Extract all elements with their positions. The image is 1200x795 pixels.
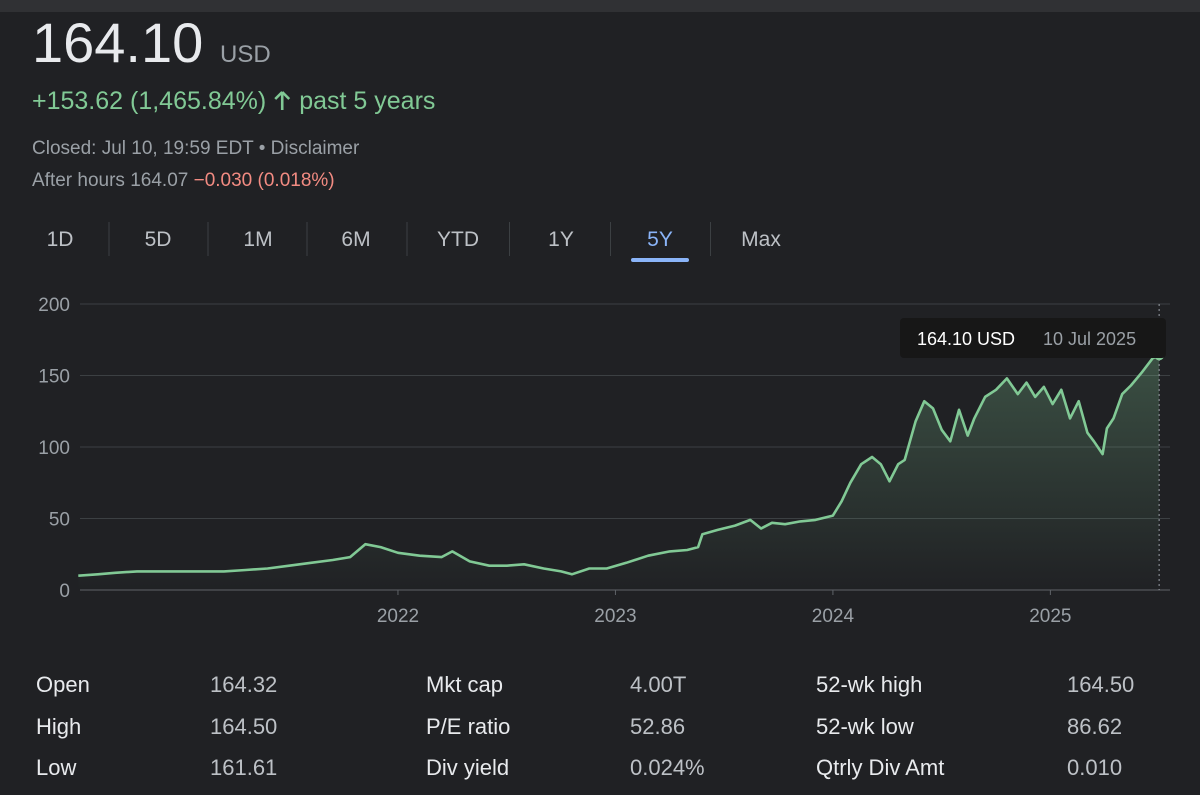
- stat-label: P/E ratio: [426, 714, 510, 739]
- currency: USD: [220, 41, 271, 68]
- up-arrow-icon: [274, 91, 291, 110]
- tooltip-value: 164.10 USD: [917, 329, 1015, 349]
- price: 164.10: [32, 11, 203, 74]
- closed-info: Closed: Jul 10, 19:59 EDT • Disclaimer: [32, 138, 360, 159]
- price-line: [78, 354, 1160, 577]
- stat-value: 86.62: [1067, 714, 1122, 739]
- range-tab[interactable]: YTD: [437, 228, 479, 251]
- x-tick-label: 2025: [1029, 606, 1071, 627]
- stat-value: 164.50: [1067, 672, 1134, 697]
- x-tick-label: 2024: [812, 606, 855, 627]
- range-tab[interactable]: Max: [741, 228, 781, 251]
- top-bar: [0, 0, 1200, 12]
- stat-label: Open: [36, 672, 90, 697]
- range-tab[interactable]: 1Y: [548, 228, 574, 251]
- range-tab[interactable]: 1M: [243, 228, 272, 251]
- range-tab[interactable]: 6M: [341, 228, 370, 251]
- y-tick-label: 50: [49, 510, 70, 531]
- y-tick-label: 100: [38, 438, 70, 459]
- stat-value: 164.32: [210, 672, 277, 697]
- after-hours-price: After hours 164.07: [32, 170, 188, 191]
- tooltip-box: [900, 318, 1166, 358]
- range-tab[interactable]: 5Y: [647, 228, 673, 251]
- stat-value: 164.50: [210, 714, 277, 739]
- range-tab[interactable]: 1D: [47, 228, 74, 251]
- period: past 5 years: [299, 87, 435, 115]
- range-tab[interactable]: 5D: [145, 228, 172, 251]
- x-tick-label: 2022: [377, 606, 419, 627]
- stat-value: 0.010: [1067, 755, 1122, 780]
- stat-value: 161.61: [210, 755, 277, 780]
- price-area: [78, 355, 1160, 590]
- stat-label: 52-wk low: [816, 714, 914, 739]
- change: +153.62 (1,465.84%): [32, 87, 266, 115]
- stat-label: Low: [36, 755, 76, 780]
- stat-label: Div yield: [426, 755, 509, 780]
- after-hours-change: −0.030 (0.018%): [194, 170, 335, 191]
- tooltip-date: 10 Jul 2025: [1043, 329, 1136, 349]
- stat-value: 0.024%: [630, 755, 705, 780]
- tab-underline: [631, 258, 689, 262]
- y-tick-label: 0: [59, 581, 70, 602]
- stat-value: 4.00T: [630, 672, 686, 697]
- y-tick-label: 150: [38, 367, 70, 388]
- tooltip: 164.10 USD 10 Jul 2025: [900, 318, 1166, 358]
- stat-label: Mkt cap: [426, 672, 503, 697]
- stat-label: High: [36, 714, 81, 739]
- stat-value: 52.86: [630, 714, 685, 739]
- x-tick-label: 2023: [594, 606, 636, 627]
- after-hours: After hours 164.07 −0.030 (0.018%): [32, 170, 335, 191]
- y-tick-label: 200: [38, 295, 70, 316]
- stat-label: Qtrly Div Amt: [816, 755, 944, 780]
- stat-label: 52-wk high: [816, 672, 922, 697]
